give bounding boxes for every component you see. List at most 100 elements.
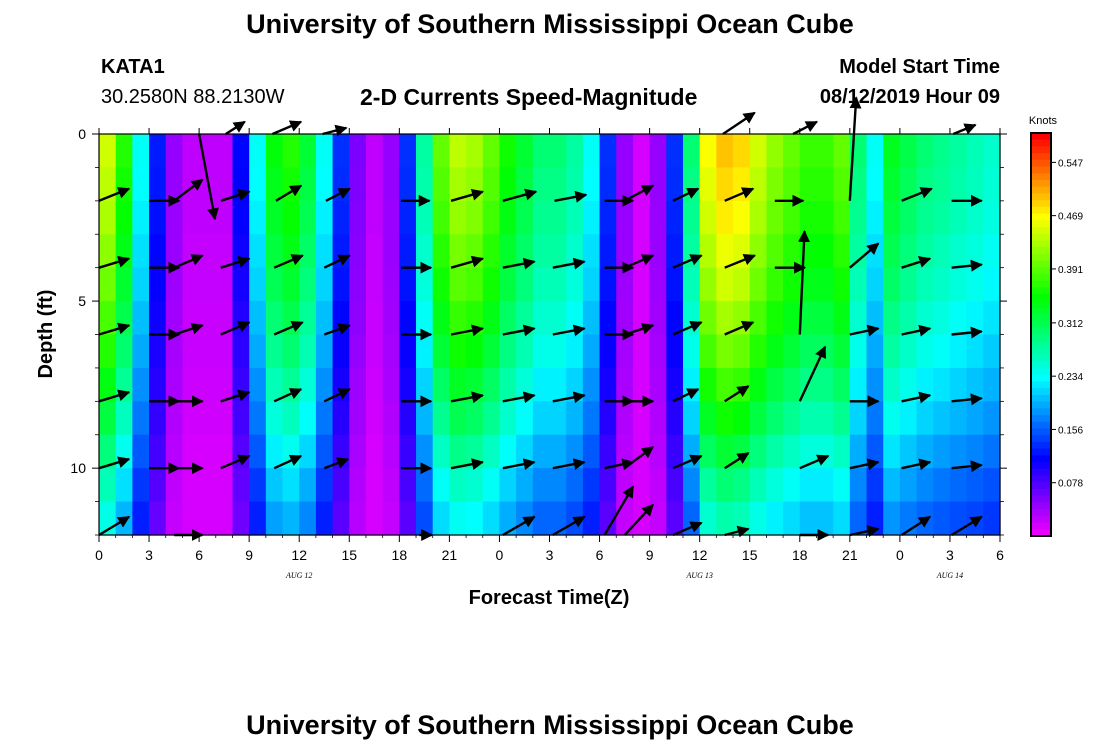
heatmap-cell bbox=[132, 401, 150, 436]
heatmap-cell bbox=[215, 167, 234, 202]
current-vector bbox=[799, 454, 830, 470]
heatmap-cell bbox=[883, 234, 901, 269]
heatmap-cell bbox=[699, 501, 717, 536]
heatmap-cell bbox=[716, 167, 734, 202]
heatmap-cell bbox=[966, 167, 984, 202]
heatmap-cell bbox=[215, 367, 234, 402]
heatmap-cell bbox=[766, 234, 784, 269]
current-vector bbox=[603, 485, 635, 536]
heatmap-cell bbox=[682, 167, 701, 202]
colorbar-swatch bbox=[1031, 482, 1051, 490]
heatmap-cell bbox=[799, 134, 818, 169]
heatmap-cell bbox=[532, 134, 551, 169]
heatmap-cell bbox=[416, 501, 434, 536]
heatmap-cell bbox=[532, 234, 551, 269]
heatmap-cell bbox=[232, 468, 250, 503]
heatmap-cell bbox=[349, 267, 367, 302]
current-vector bbox=[724, 187, 755, 202]
current-vector bbox=[672, 187, 700, 202]
heatmap-cell bbox=[165, 434, 184, 469]
heatmap-cell bbox=[666, 234, 684, 269]
heatmap-cell bbox=[816, 267, 834, 302]
heatmap-cell bbox=[632, 200, 651, 235]
heatmap-cell bbox=[733, 367, 751, 402]
heatmap-cell bbox=[115, 267, 133, 302]
heatmap-cell bbox=[716, 234, 734, 269]
colorbar-swatch bbox=[1031, 146, 1051, 154]
heatmap-cell bbox=[933, 200, 951, 235]
heatmap-cell bbox=[733, 468, 751, 503]
heatmap-cell bbox=[232, 200, 250, 235]
heatmap-cell bbox=[165, 501, 184, 536]
heatmap-cell bbox=[916, 134, 934, 169]
colorbar-swatch bbox=[1031, 166, 1051, 174]
current-vector bbox=[273, 454, 303, 470]
heatmap-cell bbox=[883, 267, 901, 302]
heatmap-cell bbox=[649, 134, 667, 169]
heatmap-cell bbox=[249, 367, 267, 402]
heatmap-cell bbox=[416, 267, 434, 302]
colorbar-swatch bbox=[1031, 334, 1051, 342]
heatmap-cell bbox=[933, 234, 951, 269]
heatmap-cell bbox=[315, 200, 334, 235]
heatmap-cell bbox=[182, 367, 200, 402]
heatmap-cell bbox=[232, 267, 250, 302]
heatmap-cell bbox=[833, 334, 851, 369]
heatmap-cell bbox=[582, 367, 601, 402]
heatmap-cell bbox=[799, 468, 818, 503]
heatmap-cell bbox=[365, 301, 384, 336]
heatmap-cell bbox=[899, 468, 918, 503]
heatmap-cell bbox=[866, 134, 884, 169]
heatmap-cell bbox=[115, 200, 133, 235]
heatmap-cell bbox=[616, 468, 634, 503]
heatmap-cell bbox=[783, 501, 801, 536]
heatmap-cell bbox=[766, 367, 784, 402]
heatmap-cell bbox=[733, 267, 751, 302]
heatmap-cell bbox=[582, 267, 601, 302]
heatmap-cell bbox=[933, 134, 951, 169]
page-title: University of Southern Mississippi Ocean… bbox=[246, 9, 854, 39]
heatmap-cell bbox=[466, 134, 484, 169]
heatmap-cell bbox=[599, 434, 617, 469]
current-vector bbox=[275, 184, 303, 202]
current-vector bbox=[672, 521, 703, 537]
heatmap-cell bbox=[115, 334, 133, 369]
heatmap-cell bbox=[949, 267, 968, 302]
heatmap-cell bbox=[99, 234, 117, 269]
heatmap-cell bbox=[599, 468, 617, 503]
heatmap-cell bbox=[382, 134, 400, 169]
heatmap-cell bbox=[983, 234, 1001, 269]
heatmap-cell bbox=[682, 367, 701, 402]
current-vector bbox=[450, 188, 484, 202]
heatmap-cell bbox=[449, 200, 467, 235]
heatmap-cell bbox=[916, 167, 934, 202]
heatmap-cell bbox=[482, 401, 501, 436]
heatmap-cell bbox=[449, 434, 467, 469]
heatmap-cell bbox=[966, 334, 984, 369]
heatmap-cell bbox=[532, 401, 551, 436]
heatmap-cell bbox=[315, 234, 334, 269]
heatmap-cell bbox=[833, 167, 851, 202]
heatmap-cell bbox=[649, 434, 667, 469]
current-vector bbox=[552, 458, 586, 471]
heatmap-cell bbox=[816, 200, 834, 235]
heatmap-cell bbox=[516, 134, 534, 169]
current-vector bbox=[554, 190, 588, 203]
heatmap-cell bbox=[199, 434, 217, 469]
heatmap-cell bbox=[766, 468, 784, 503]
current-vector bbox=[722, 111, 756, 135]
current-vector bbox=[849, 242, 880, 269]
colorbar-swatch bbox=[1031, 441, 1051, 450]
heatmap-cell bbox=[716, 334, 734, 369]
heatmap-cell bbox=[883, 200, 901, 235]
heatmap-cell bbox=[616, 334, 634, 369]
x-tick-label: 6 bbox=[596, 547, 604, 563]
heatmap-cell bbox=[849, 334, 868, 369]
current-vector bbox=[951, 326, 983, 339]
colorbar-swatch bbox=[1031, 448, 1051, 456]
heatmap-cell bbox=[749, 167, 768, 202]
heatmap-cell bbox=[416, 401, 434, 436]
heatmap-cell bbox=[749, 267, 768, 302]
heatmap-cell bbox=[933, 501, 951, 536]
